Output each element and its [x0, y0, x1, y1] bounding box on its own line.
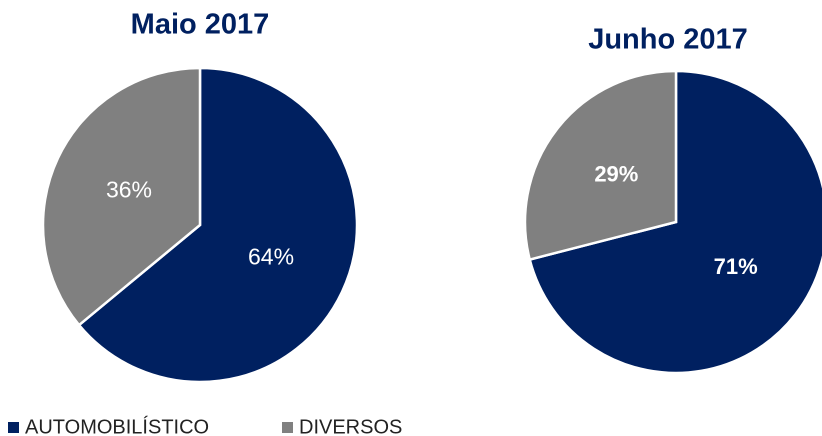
- pie-slice: [523, 69, 678, 262]
- data-label: 71%: [714, 254, 758, 279]
- data-label: 64%: [248, 244, 294, 270]
- legend-swatch: [8, 422, 19, 433]
- pie-slice: [41, 66, 202, 327]
- chart-title: Junho 2017: [588, 24, 748, 56]
- data-label: 36%: [106, 177, 152, 203]
- pie-slice: [77, 66, 359, 384]
- data-label: 29%: [594, 162, 638, 187]
- legend-swatch: [282, 422, 293, 433]
- pie-slice: [528, 69, 822, 375]
- legend-label: DIVERSOS: [299, 416, 402, 436]
- legend-label: AUTOMOBILÍSTICO: [25, 415, 209, 436]
- chart-title: Maio 2017: [131, 9, 270, 41]
